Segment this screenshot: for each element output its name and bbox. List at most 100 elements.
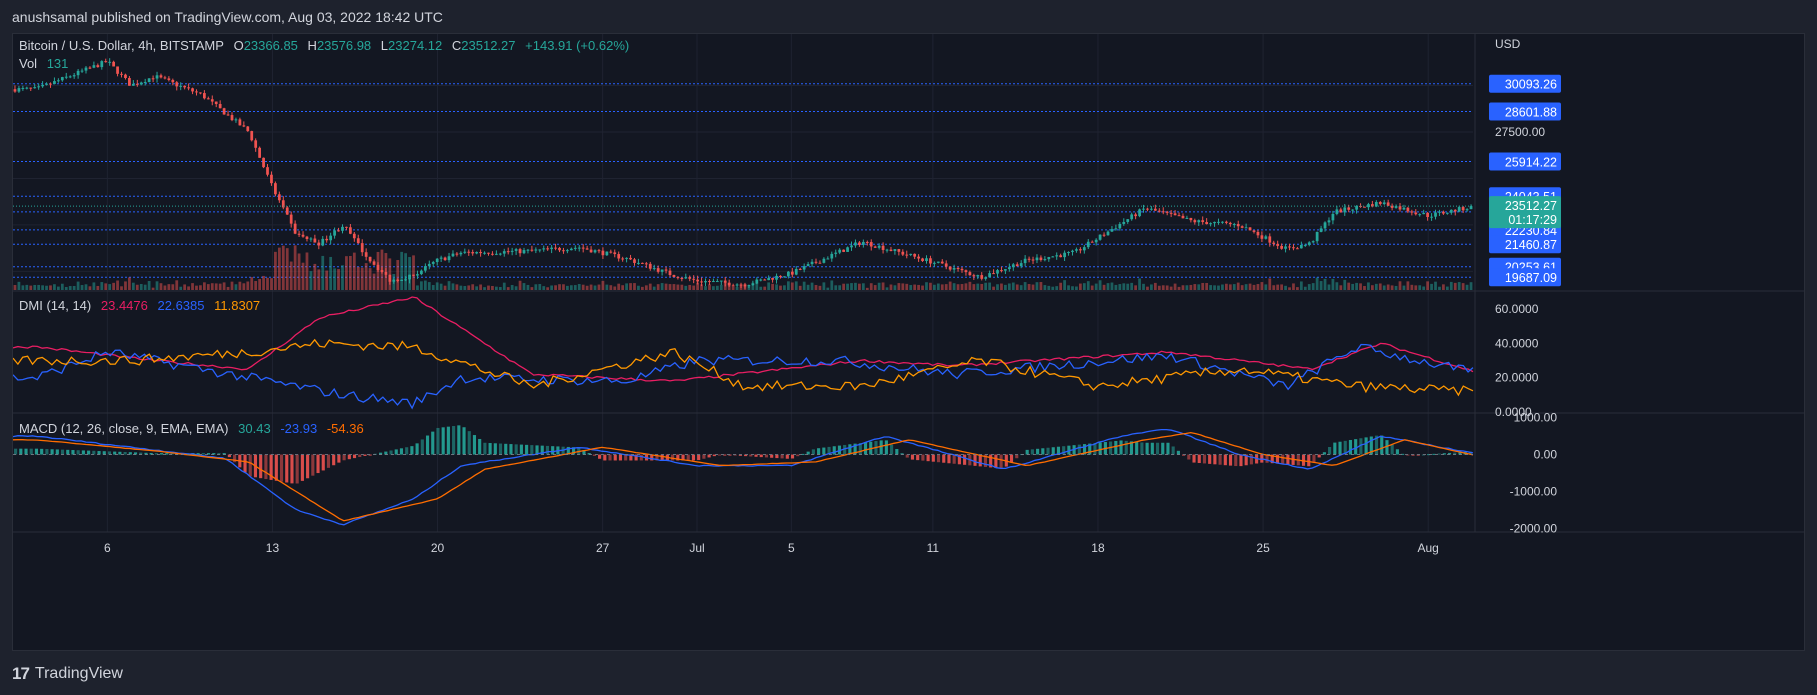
macd-histogram-bar <box>1307 454 1311 467</box>
volume-bar <box>1205 283 1209 290</box>
macd-histogram-bar <box>55 449 59 455</box>
symbol-name[interactable]: Bitcoin / U.S. Dollar, 4h, BITSTAMP <box>19 38 224 53</box>
candle <box>72 75 76 77</box>
volume-bar <box>1039 282 1043 290</box>
macd-label: MACD (12, 26, close, 9, EMA, EMA) <box>19 421 229 436</box>
candle <box>558 247 561 251</box>
macd-histogram-bar <box>384 451 388 455</box>
volume-bar <box>1142 283 1145 290</box>
tradingview-footer[interactable]: 17 TradingView <box>12 664 123 684</box>
macd-histogram-bar <box>545 445 550 455</box>
macd-histogram-bar <box>170 453 174 455</box>
time-axis-tick: 13 <box>266 541 280 555</box>
macd-histogram-bar <box>519 444 523 455</box>
macd-histogram-bar <box>931 454 935 462</box>
volume-bar <box>786 281 790 290</box>
volume-bar <box>17 281 21 290</box>
volume-bar <box>585 285 589 290</box>
macd-histogram-bar <box>1354 439 1358 455</box>
macd-histogram-bar <box>780 454 784 459</box>
volume-bar <box>921 285 924 290</box>
candle <box>712 281 715 283</box>
volume-bar <box>274 251 277 290</box>
candle <box>120 73 123 75</box>
candle <box>1118 223 1122 229</box>
volume-bar <box>577 283 581 290</box>
candle <box>329 235 333 241</box>
macd-histogram-bar <box>1390 444 1394 455</box>
macd-histogram-bar <box>1427 454 1431 456</box>
macd-histogram-bar <box>1343 440 1347 455</box>
price-level-badge <box>1489 152 1561 171</box>
volume-bar <box>783 285 786 290</box>
macd-histogram-bar <box>326 454 331 468</box>
volume-bar <box>1284 285 1287 290</box>
candle <box>1019 263 1023 267</box>
dmi-adx-line <box>13 296 1474 382</box>
volume-bar <box>1347 282 1351 290</box>
candle <box>1122 221 1126 224</box>
candle <box>992 273 995 275</box>
candle <box>254 140 258 148</box>
volume-bar <box>956 284 960 290</box>
macd-histogram-bar <box>1421 454 1426 456</box>
candle <box>550 247 554 250</box>
candle <box>1442 211 1445 214</box>
macd-histogram-bar <box>942 454 946 463</box>
dmi-minus-di-line <box>13 338 1474 397</box>
candle <box>873 246 877 248</box>
candle <box>715 281 719 283</box>
dmi-legend[interactable]: DMI (14, 14) 23.4476 22.6385 11.8307 <box>19 298 266 313</box>
candle <box>1465 209 1469 211</box>
price-level-label: 21460.87 <box>1505 238 1557 252</box>
candle <box>131 83 135 86</box>
candle <box>783 276 786 278</box>
macd-histogram-bar <box>154 453 158 455</box>
volume-bar <box>128 277 131 290</box>
volume-bar <box>700 284 703 290</box>
candle <box>846 247 849 252</box>
macd-histogram-bar <box>1458 452 1462 455</box>
candle <box>1027 258 1031 260</box>
macd-histogram-bar <box>676 454 680 461</box>
macd-histogram-bar <box>144 452 148 455</box>
macd-histogram-bar <box>1437 453 1441 455</box>
candle <box>585 248 589 250</box>
macd-histogram-bar <box>525 444 529 455</box>
macd-legend[interactable]: MACD (12, 26, close, 9, EMA, EMA) 30.43 … <box>19 421 370 436</box>
time-axis-tick: 11 <box>927 541 940 555</box>
volume-legend[interactable]: Vol 131 <box>19 56 74 71</box>
volume-bar <box>1303 286 1307 290</box>
price-level-badge <box>1489 74 1561 93</box>
symbol-legend[interactable]: Bitcoin / U.S. Dollar, 4h, BITSTAMP O233… <box>19 38 635 53</box>
candle <box>1236 224 1240 227</box>
candle <box>1169 212 1173 214</box>
candle <box>1418 214 1422 216</box>
candle <box>1177 215 1181 217</box>
volume-bar <box>1106 283 1110 290</box>
macd-histogram-bar <box>1249 454 1253 465</box>
macd-histogram-bar <box>50 449 54 455</box>
volume-bar <box>692 285 696 290</box>
macd-histogram-bar <box>817 448 821 455</box>
volume-bar <box>491 285 494 290</box>
candle <box>1075 249 1078 251</box>
volume-bar <box>183 284 187 290</box>
volume-bar <box>372 273 376 290</box>
volume-bar <box>1165 285 1169 290</box>
volume-bar <box>676 284 680 290</box>
macd-histogram-bar <box>947 454 951 464</box>
chart-frame[interactable]: USD27500.0030093.2628601.8825914.2224043… <box>12 33 1805 651</box>
candle <box>1303 244 1307 246</box>
candle <box>494 253 498 255</box>
chart-canvas[interactable]: USD27500.0030093.2628601.8825914.2224043… <box>13 34 1804 650</box>
macd-histogram-bar <box>45 449 49 455</box>
volume-bar <box>210 283 214 290</box>
low-label: L <box>380 38 389 53</box>
candle <box>171 79 175 83</box>
candle <box>143 82 147 84</box>
macd-histogram-bar <box>81 450 85 455</box>
candle <box>60 77 64 81</box>
macd-histogram-bar <box>457 425 461 455</box>
volume-bar <box>112 282 116 290</box>
